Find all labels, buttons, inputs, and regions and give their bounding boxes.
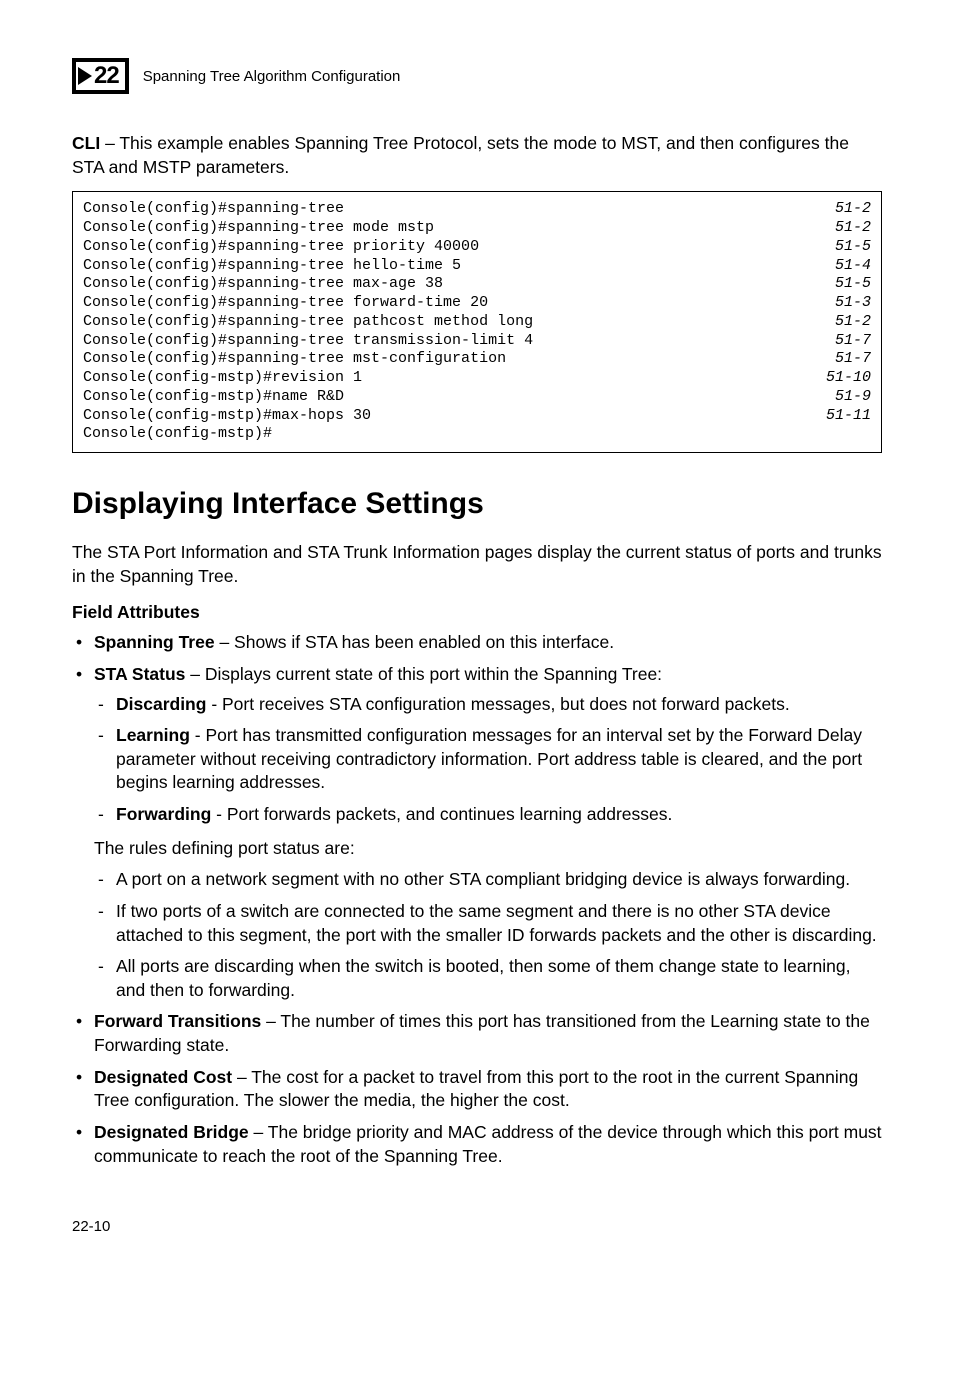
code-ref [851, 425, 871, 444]
chapter-number-box: 22 [72, 58, 129, 94]
code-ref: 51-11 [806, 407, 871, 426]
rule-3: All ports are discarding when the switch… [116, 956, 850, 1000]
text-forwarding: - Port forwards packets, and continues l… [211, 804, 672, 824]
code-cmd: Console(config-mstp)# [83, 425, 272, 444]
code-cmd: Console(config)#spanning-tree mode mstp [83, 219, 434, 238]
cli-intro-paragraph: CLI – This example enables Spanning Tree… [72, 132, 882, 179]
term-discarding: Discarding [116, 694, 206, 714]
list-item: Designated Cost – The cost for a packet … [72, 1066, 882, 1113]
code-cmd: Console(config)#spanning-tree max-age 38 [83, 275, 443, 294]
term-forwarding: Forwarding [116, 804, 211, 824]
code-cmd: Console(config)#spanning-tree forward-ti… [83, 294, 488, 313]
code-line: Console(config-mstp)#max-hops 30 51-11 [83, 407, 871, 426]
page-number: 22-10 [72, 1218, 110, 1235]
code-ref: 51-5 [815, 238, 871, 257]
code-ref: 51-10 [806, 369, 871, 388]
code-cmd: Console(config)#spanning-tree pathcost m… [83, 313, 533, 332]
cli-label: CLI [72, 133, 100, 153]
code-line: Console(config)#spanning-tree max-age 38… [83, 275, 871, 294]
list-item: Spanning Tree – Shows if STA has been en… [72, 631, 882, 655]
code-ref: 51-2 [815, 313, 871, 332]
code-line: Console(config)#spanning-tree mode mstp 5… [83, 219, 871, 238]
rule-1: A port on a network segment with no othe… [116, 869, 850, 889]
list-item: Discarding - Port receives STA configura… [94, 693, 882, 717]
chapter-number: 22 [94, 62, 119, 90]
code-line: Console(config-mstp)#name R&D 51-9 [83, 388, 871, 407]
text-learning: - Port has transmitted configuration mes… [116, 725, 862, 792]
term-forward-transitions: Forward Transitions [94, 1011, 261, 1031]
rules-sublist: A port on a network segment with no othe… [94, 868, 882, 1002]
code-line: Console(config-mstp)#revision 1 51-10 [83, 369, 871, 388]
list-item: Designated Bridge – The bridge priority … [72, 1121, 882, 1168]
term-learning: Learning [116, 725, 190, 745]
term-sta-status: STA Status [94, 664, 185, 684]
code-line: Console(config)#spanning-tree forward-ti… [83, 294, 871, 313]
rule-2: If two ports of a switch are connected t… [116, 901, 877, 945]
list-item: Forwarding - Port forwards packets, and … [94, 803, 882, 827]
field-attributes-heading: Field Attributes [72, 602, 882, 623]
code-ref: 51-7 [815, 350, 871, 369]
code-cmd: Console(config-mstp)#revision 1 [83, 369, 362, 388]
sta-status-sublist: Discarding - Port receives STA configura… [94, 693, 882, 827]
code-ref: 51-4 [815, 257, 871, 276]
section-intro: The STA Port Information and STA Trunk I… [72, 541, 882, 588]
field-attributes-list: Spanning Tree – Shows if STA has been en… [72, 631, 882, 1168]
code-cmd: Console(config)#spanning-tree [83, 200, 344, 219]
list-item: STA Status – Displays current state of t… [72, 663, 882, 1003]
arrow-icon [78, 67, 92, 85]
list-item: All ports are discarding when the switch… [94, 955, 882, 1002]
chapter-title: Spanning Tree Algorithm Configuration [143, 68, 401, 85]
code-line: Console(config)#spanning-tree 51-2 [83, 200, 871, 219]
code-cmd: Console(config)#spanning-tree priority 4… [83, 238, 479, 257]
cli-code-block: Console(config)#spanning-tree 51-2 Consol… [72, 191, 882, 453]
text-sta-status: – Displays current state of this port wi… [185, 664, 662, 684]
code-line: Console(config)#spanning-tree priority 4… [83, 238, 871, 257]
list-item: A port on a network segment with no othe… [94, 868, 882, 892]
rules-intro: The rules defining port status are: [94, 837, 882, 861]
page-header: 22 Spanning Tree Algorithm Configuration [72, 58, 882, 94]
code-line: Console(config)#spanning-tree hello-time… [83, 257, 871, 276]
text-discarding: - Port receives STA configuration messag… [206, 694, 789, 714]
code-cmd: Console(config-mstp)#max-hops 30 [83, 407, 371, 426]
code-ref: 51-5 [815, 275, 871, 294]
term-designated-cost: Designated Cost [94, 1067, 232, 1087]
page-container: 22 Spanning Tree Algorithm Configuration… [0, 0, 954, 1275]
term-designated-bridge: Designated Bridge [94, 1122, 249, 1142]
code-line: Console(config)#spanning-tree mst-config… [83, 350, 871, 369]
section-title: Displaying Interface Settings [72, 487, 882, 521]
code-ref: 51-3 [815, 294, 871, 313]
code-cmd: Console(config)#spanning-tree hello-time… [83, 257, 461, 276]
cli-intro-text: – This example enables Spanning Tree Pro… [72, 133, 849, 177]
page-footer: 22-10 [72, 1218, 882, 1235]
list-item: If two ports of a switch are connected t… [94, 900, 882, 947]
code-cmd: Console(config)#spanning-tree transmissi… [83, 332, 533, 351]
list-item: Forward Transitions – The number of time… [72, 1010, 882, 1057]
code-line: Console(config)#spanning-tree pathcost m… [83, 313, 871, 332]
code-line: Console(config-mstp)# [83, 425, 871, 444]
code-ref: 51-7 [815, 332, 871, 351]
code-cmd: Console(config)#spanning-tree mst-config… [83, 350, 506, 369]
term-spanning-tree: Spanning Tree [94, 632, 215, 652]
list-item: Learning - Port has transmitted configur… [94, 724, 882, 795]
code-ref: 51-2 [815, 219, 871, 238]
code-ref: 51-9 [815, 388, 871, 407]
code-cmd: Console(config-mstp)#name R&D [83, 388, 344, 407]
code-line: Console(config)#spanning-tree transmissi… [83, 332, 871, 351]
code-ref: 51-2 [815, 200, 871, 219]
text-spanning-tree: – Shows if STA has been enabled on this … [215, 632, 615, 652]
